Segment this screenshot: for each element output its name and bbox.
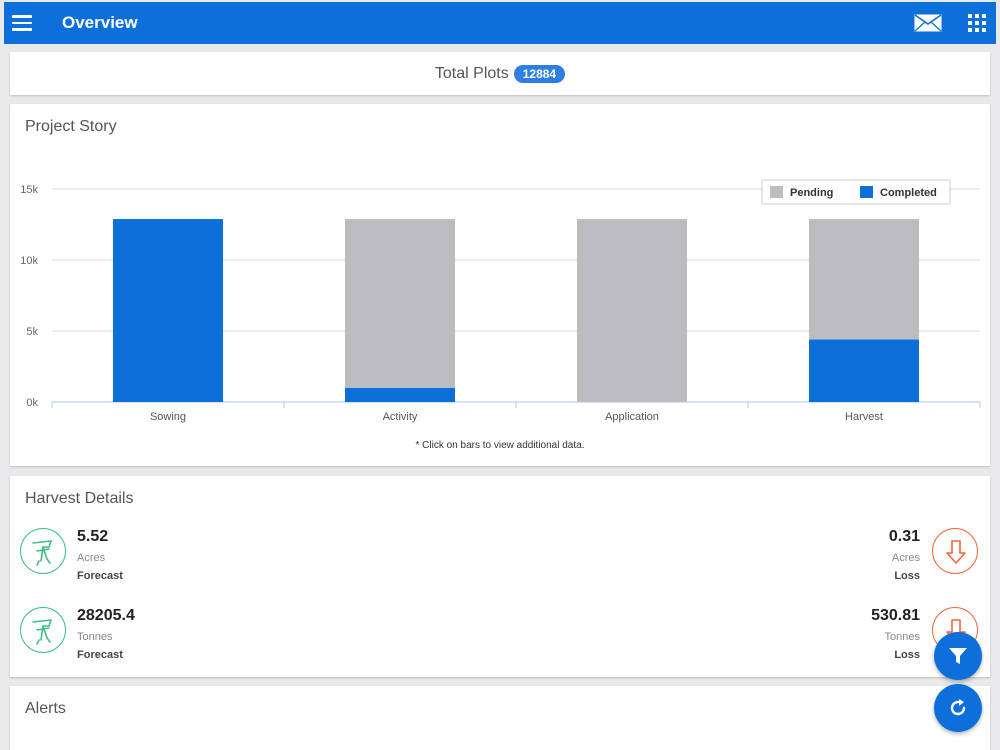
down-arrow-icon <box>932 528 978 574</box>
x-tick-label: Sowing <box>150 411 186 423</box>
metric-unit: Tonnes <box>77 631 113 643</box>
bar-completed[interactable] <box>809 339 919 402</box>
bar-pending[interactable] <box>809 219 919 340</box>
total-plots-label: Total Plots <box>434 64 509 82</box>
harvester-icon <box>20 607 66 653</box>
metric-label: Forecast <box>77 570 123 582</box>
chart-note: * Click on bars to view additional data. <box>415 440 585 451</box>
harvest-details-card: Harvest Details 5.52 Acres Forecast 0.31… <box>10 476 990 677</box>
project-story-card: Project Story 0k 5k 10k 15k Sowing Activity Ap… <box>10 104 990 466</box>
refresh-button[interactable] <box>934 684 982 732</box>
bar-pending[interactable] <box>345 219 455 388</box>
hamburger-icon[interactable] <box>12 2 48 44</box>
x-tick-label: Harvest <box>845 411 883 423</box>
metric-unit: Acres <box>77 552 106 564</box>
y-tick-label: 5k <box>26 326 38 338</box>
apps-grid-icon[interactable] <box>968 14 986 32</box>
x-tick-label: Application <box>605 411 659 423</box>
total-plots-badge: 12884 <box>513 64 566 83</box>
filter-button[interactable] <box>934 632 982 680</box>
legend-box <box>761 179 951 205</box>
alerts-card: Alerts <box>10 686 990 750</box>
metric-label: Loss <box>894 570 920 582</box>
y-tick-label: 10k <box>20 255 38 267</box>
alerts-title: Alerts <box>25 700 66 717</box>
metric-tonnes-forecast: 28205.4 Tonnes Forecast <box>77 607 135 661</box>
legend-entry: Pending <box>790 187 833 199</box>
bar-pending[interactable] <box>577 219 687 402</box>
metric-label: Forecast <box>77 649 123 661</box>
legend-entry: Completed <box>880 187 937 199</box>
filter-icon <box>949 648 967 664</box>
metric-unit: Tonnes <box>884 631 920 643</box>
metric-value: 530.81 <box>871 607 920 624</box>
refresh-icon <box>950 699 966 716</box>
metric-unit: Acres <box>891 552 920 564</box>
y-tick-label: 0k <box>26 397 38 409</box>
bar-completed[interactable] <box>345 387 455 402</box>
app-bar: Overview <box>4 2 996 44</box>
metric-value: 0.31 <box>888 528 920 545</box>
metric-acres-forecast: 5.52 Acres Forecast <box>77 528 123 582</box>
metric-tonnes-loss: 530.81 Tonnes Loss <box>871 607 920 661</box>
y-tick-label: 15k <box>20 184 38 196</box>
legend-swatch <box>770 186 783 198</box>
total-plots-card: Total Plots 12884 <box>10 52 990 95</box>
metric-label: Loss <box>894 649 920 661</box>
x-tick-label: Activity <box>383 411 418 423</box>
page-title: Overview <box>62 13 138 32</box>
harvest-details-title: Harvest Details <box>25 490 134 507</box>
legend-swatch <box>860 186 873 198</box>
project-story-chart: 0k 5k 10k 15k Sowing Activity Application Harve… <box>20 179 981 423</box>
bar-completed[interactable] <box>113 219 223 402</box>
mail-icon[interactable] <box>914 14 942 32</box>
metric-acres-loss: 0.31 Acres Loss <box>889 528 920 582</box>
metric-value: 28205.4 <box>77 607 135 624</box>
project-story-title: Project Story <box>25 118 117 135</box>
metric-value: 5.52 <box>77 528 109 545</box>
harvester-icon <box>20 528 66 574</box>
